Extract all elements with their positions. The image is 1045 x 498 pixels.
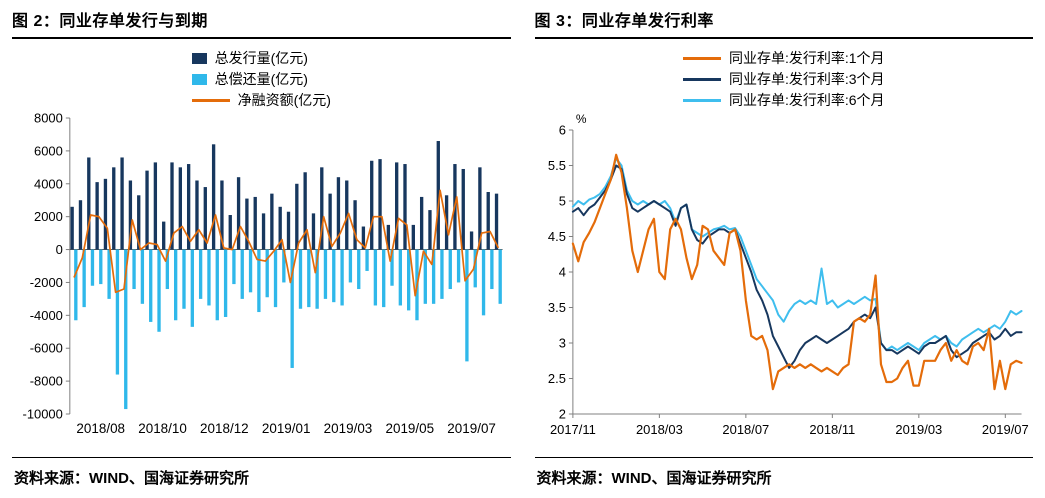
rate-6m-line xyxy=(571,157,1023,352)
svg-text:6: 6 xyxy=(558,122,565,137)
svg-text:2018/03: 2018/03 xyxy=(635,422,682,437)
legend-square-swatch xyxy=(191,53,207,64)
legend-label: 总发行量(亿元) xyxy=(214,50,308,66)
legend-line-swatch xyxy=(682,99,721,102)
legend-label: 同业存单:发行利率:3个月 xyxy=(728,71,885,87)
svg-text:0: 0 xyxy=(56,242,63,257)
issuance-rate-chart: 2 2.5 3 3.5 4 4.5 5 5.5 6% 2017/11 2018/03 2018/07 2… xyxy=(547,112,1028,437)
svg-text:5: 5 xyxy=(558,193,565,208)
svg-text:6000: 6000 xyxy=(34,143,63,158)
legend-item: 净融资额(亿元) xyxy=(191,92,331,108)
svg-text:2018/07: 2018/07 xyxy=(722,422,769,437)
legend-item: 总偿还量(亿元) xyxy=(191,71,331,87)
svg-text:2019/03: 2019/03 xyxy=(324,421,373,436)
figure-2-title: 图 2：同业存单发行与到期 xyxy=(12,4,511,39)
legend-label: 总偿还量(亿元) xyxy=(214,71,308,87)
legend-label: 净融资额(亿元) xyxy=(237,92,331,108)
repayment-bars xyxy=(74,249,502,410)
figure-2-legend-items: 总发行量(亿元) 总偿还量(亿元) 净融资额(亿元) xyxy=(191,50,331,108)
svg-text:2019/01: 2019/01 xyxy=(262,421,311,436)
legend-item: 同业存单:发行利率:1个月 xyxy=(682,50,885,66)
legend-item: 总发行量(亿元) xyxy=(191,50,331,66)
issuance-maturity-chart: 8000 6000 4000 2000 0 -2000 -4000 -6000 -8000 -10… xyxy=(23,110,503,436)
svg-text:2018/10: 2018/10 xyxy=(138,421,187,436)
legend-label: 同业存单:发行利率:1个月 xyxy=(728,50,885,66)
svg-text:2019/07: 2019/07 xyxy=(447,421,496,436)
svg-text:2.5: 2.5 xyxy=(547,371,565,386)
legend-square-swatch xyxy=(191,74,207,85)
svg-text:4.5: 4.5 xyxy=(547,229,565,244)
figure-3-source: 资料来源：WIND、国海证券研究所 xyxy=(534,457,1033,490)
svg-text:8000: 8000 xyxy=(34,110,63,125)
figure-3-panel: 图 3：同业存单发行利率 同业存单:发行利率:1个月 同业存单:发行利率:3个月同… xyxy=(523,0,1045,498)
svg-text:2019/07: 2019/07 xyxy=(981,422,1028,437)
svg-text:-4000: -4000 xyxy=(30,308,63,323)
svg-text:3.5: 3.5 xyxy=(547,300,565,315)
rate-1m-line xyxy=(571,153,1023,391)
svg-text:5.5: 5.5 xyxy=(547,158,565,173)
issuance-bars xyxy=(70,141,499,250)
svg-text:2: 2 xyxy=(558,406,565,421)
rate-3m-line xyxy=(571,164,1023,369)
svg-text:-6000: -6000 xyxy=(30,341,63,356)
svg-text:2017/11: 2017/11 xyxy=(549,422,595,437)
svg-text:2018/08: 2018/08 xyxy=(76,421,125,436)
net-financing-line xyxy=(73,189,500,297)
figure-2-legend: 总发行量(亿元) 总偿还量(亿元) 净融资额(亿元) xyxy=(12,39,511,110)
svg-text:4000: 4000 xyxy=(34,176,63,191)
legend-line-swatch xyxy=(682,78,721,81)
svg-text:2018/12: 2018/12 xyxy=(200,421,249,436)
svg-text:2019/05: 2019/05 xyxy=(385,421,434,436)
legend-line-swatch xyxy=(682,57,721,60)
figure-2-panel: 图 2：同业存单发行与到期 总发行量(亿元) 总偿还量(亿元) 净融资额(亿元) 8… xyxy=(12,4,511,490)
legend-item: 同业存单:发行利率:3个月 xyxy=(682,71,885,87)
figure-3-legend: 同业存单:发行利率:1个月 同业存单:发行利率:3个月 同业存单:发行利率:6个月 xyxy=(535,39,1034,110)
svg-text:%: % xyxy=(575,112,586,126)
legend-item: 同业存单:发行利率:6个月 xyxy=(682,92,885,108)
svg-text:4: 4 xyxy=(558,264,565,279)
svg-text:-10000: -10000 xyxy=(23,406,63,421)
figure-3-legend-items: 同业存单:发行利率:1个月 同业存单:发行利率:3个月 同业存单:发行利率:6个月 xyxy=(682,50,885,108)
figure-3-title: 图 3：同业存单发行利率 xyxy=(534,4,1033,39)
svg-text:-2000: -2000 xyxy=(30,275,63,290)
svg-text:2018/11: 2018/11 xyxy=(809,422,855,437)
figure-2-source: 资料来源：WIND、国海证券研究所 xyxy=(12,457,511,490)
svg-text:-8000: -8000 xyxy=(30,374,63,389)
legend-label: 同业存单:发行利率:6个月 xyxy=(728,92,885,108)
svg-text:2019/03: 2019/03 xyxy=(895,422,942,437)
svg-text:2000: 2000 xyxy=(34,209,63,224)
legend-line-swatch xyxy=(191,99,230,102)
svg-text:3: 3 xyxy=(558,335,565,350)
